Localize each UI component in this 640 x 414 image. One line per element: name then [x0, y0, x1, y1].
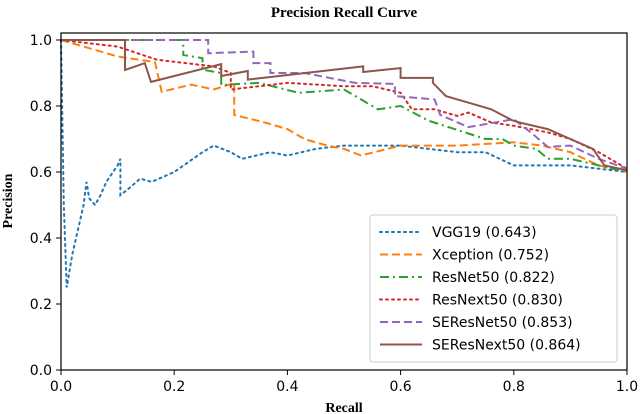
y-tick-label: 0.2	[30, 297, 52, 313]
legend-label-1: Xception (0.752)	[432, 248, 549, 264]
x-tick-label: 0.4	[276, 379, 298, 395]
legend-label-0: VGG19 (0.643)	[432, 225, 537, 241]
plot-frame	[60, 32, 628, 371]
y-tick-label: 0.0	[30, 363, 52, 379]
series-line-3	[60, 39, 628, 170]
y-axis-label: Precision	[1, 173, 16, 228]
legend-label-5: SEResNext50 (0.864)	[432, 338, 581, 354]
x-tick-label: 0.8	[503, 379, 525, 395]
x-tick-label: 0.0	[50, 379, 72, 395]
x-tick-label: 0.6	[389, 379, 411, 395]
legend-label-3: ResNext50 (0.830)	[432, 293, 563, 309]
ticks-layer: 0.0 0.2 0.4 0.6 0.8 1.0 0.0 0.2 0.4 0.6 0.8 1.0	[30, 33, 638, 395]
series-line-0	[60, 39, 628, 288]
series-line-5	[61, 39, 628, 172]
y-tick-label: 0.4	[30, 231, 52, 247]
chart-title: Precision Recall Curve	[271, 5, 418, 21]
y-tick-label: 0.8	[30, 99, 52, 115]
y-tick-label: 0.6	[30, 165, 52, 181]
legend-label-2: ResNet50 (0.822)	[432, 270, 555, 286]
x-tick-label: 0.2	[163, 379, 185, 395]
legend: VGG19 (0.643) Xception (0.752) ResNet50 (0…	[369, 214, 618, 363]
legend-box	[369, 214, 618, 363]
series-line-1	[60, 39, 628, 173]
legend-label-4: SEResNet50 (0.853)	[432, 315, 573, 331]
x-axis-label: Recall	[325, 401, 362, 414]
y-tick-label: 1.0	[30, 33, 52, 49]
x-tick-label: 1.0	[616, 379, 638, 395]
series-line-4	[61, 39, 628, 170]
series-layer	[60, 39, 628, 288]
series-line-2	[61, 39, 628, 173]
